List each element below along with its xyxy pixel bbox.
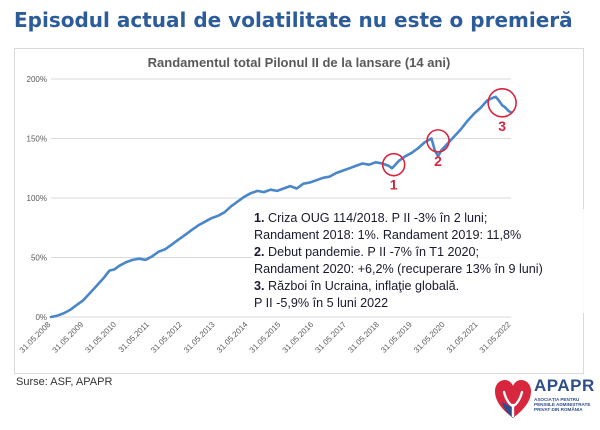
- annotation-text: Randament 2020: +6,2% (recuperare 13% în…: [254, 262, 543, 276]
- episode-label: 2: [434, 153, 442, 169]
- line-chart: 0%50%100%150%200%31.05.200831.05.200931.…: [18, 75, 517, 355]
- x-tick-label: 31.05.2022: [478, 320, 513, 355]
- x-tick-label: 31.05.2009: [51, 320, 86, 355]
- annotation-number: 3.: [254, 279, 265, 293]
- x-tick-label: 31.05.2011: [117, 320, 152, 355]
- annotation-text: P II -5,9% în 5 luni 2022: [254, 296, 389, 310]
- x-tick-label: 31.05.2015: [248, 320, 283, 355]
- y-tick-label: 50%: [31, 254, 47, 263]
- x-tick-label: 31.05.2021: [445, 320, 480, 355]
- heart-icon: [495, 380, 531, 418]
- x-tick-label: 31.05.2012: [149, 320, 184, 355]
- annotation-text: Război în Ucraina, inflaţie globală.: [264, 279, 460, 293]
- annotation-line: Randament 2018: 1%. Randament 2019: 11,8…: [254, 227, 589, 244]
- x-tick-label: 31.05.2010: [83, 320, 118, 355]
- annotation-text: Randament 2018: 1%. Randament 2019: 11,8…: [254, 228, 522, 242]
- y-tick-label: 0%: [35, 313, 47, 322]
- y-tick-label: 100%: [27, 194, 47, 203]
- x-tick-label: 31.05.2014: [215, 320, 250, 355]
- x-tick-label: 31.05.2016: [281, 320, 316, 355]
- episode-circle: [426, 129, 450, 153]
- x-tick-label: 31.05.2020: [412, 320, 447, 355]
- episode-label: 3: [498, 118, 506, 134]
- y-tick-label: 200%: [27, 75, 47, 84]
- annotation-line: 1. Criza OUG 114/2018. P II -3% în 2 lun…: [254, 210, 589, 227]
- logo-name: APAPR: [534, 376, 595, 395]
- annotation-number: 1.: [254, 211, 265, 225]
- annotation-line: Randament 2020: +6,2% (recuperare 13% în…: [254, 261, 589, 278]
- x-tick-label: 31.05.2013: [182, 320, 217, 355]
- annotation-line: 3. Război în Ucraina, inflaţie globală.: [254, 278, 589, 295]
- x-tick-label: 31.05.2018: [346, 320, 381, 355]
- episode-label: 1: [390, 177, 398, 193]
- x-tick-label: 31.05.2017: [313, 320, 348, 355]
- x-tick-label: 31.05.2019: [379, 320, 414, 355]
- page-title: Episodul actual de volatilitate nu este …: [14, 8, 573, 32]
- logo-subtitle: ASOCIAȚIA PENTRU PENSIILE ADMINISTRATE P…: [534, 397, 591, 413]
- episode-circle: [487, 87, 517, 118]
- annotation-number: 2.: [254, 245, 265, 259]
- annotation-box: 1. Criza OUG 114/2018. P II -3% în 2 lun…: [252, 209, 591, 313]
- chart-title: Randamentul total Pilonul II de la lansa…: [147, 55, 451, 70]
- annotation-text: Debut pandemie. P II -7% în T1 2020;: [264, 245, 479, 259]
- source-note: Surse: ASF, APAPR: [16, 376, 113, 388]
- episode-circle: [381, 152, 406, 177]
- annotation-line: P II -5,9% în 5 luni 2022: [254, 295, 589, 312]
- annotation-text: Criza OUG 114/2018. P II -3% în 2 luni;: [264, 211, 488, 225]
- apapr-logo: APAPR ASOCIAȚIA PENTRU PENSIILE ADMINIST…: [494, 376, 594, 426]
- annotation-line: 2. Debut pandemie. P II -7% în T1 2020;: [254, 244, 589, 261]
- y-tick-label: 150%: [27, 135, 47, 144]
- x-tick-label: 31.05.2008: [18, 320, 53, 355]
